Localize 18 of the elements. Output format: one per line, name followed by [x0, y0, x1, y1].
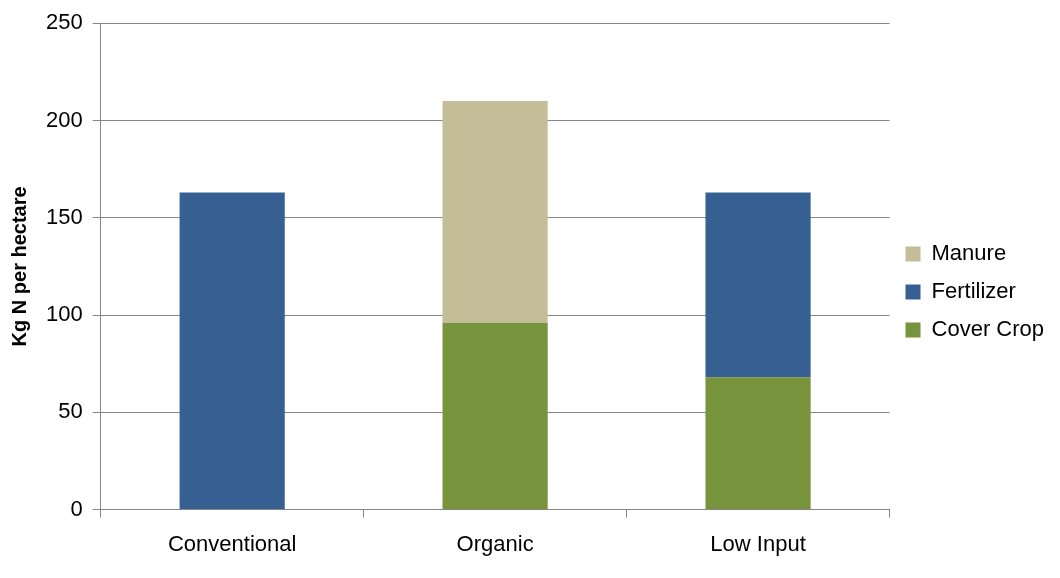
bar	[705, 192, 811, 378]
bar	[179, 192, 285, 510]
y-tick-label: 100	[45, 301, 83, 327]
bar	[442, 322, 548, 510]
y-axis-title: Kg N per hectare	[7, 186, 30, 347]
legend-label: Fertilizer	[931, 278, 1016, 304]
x-tick-label: Conventional	[167, 530, 297, 556]
bar	[705, 377, 811, 510]
x-tick-label: Organic	[456, 530, 534, 556]
legend-label: Cover Crop	[931, 316, 1044, 342]
bar	[442, 101, 548, 323]
y-tick-label: 250	[45, 9, 83, 35]
y-tick-label: 50	[58, 398, 83, 424]
legend-label: Manure	[931, 240, 1007, 266]
y-tick-label: 150	[45, 203, 83, 229]
y-tick-label: 200	[45, 106, 83, 132]
y-tick-label: 0	[70, 495, 83, 521]
x-tick-label: Low Input	[710, 530, 806, 556]
